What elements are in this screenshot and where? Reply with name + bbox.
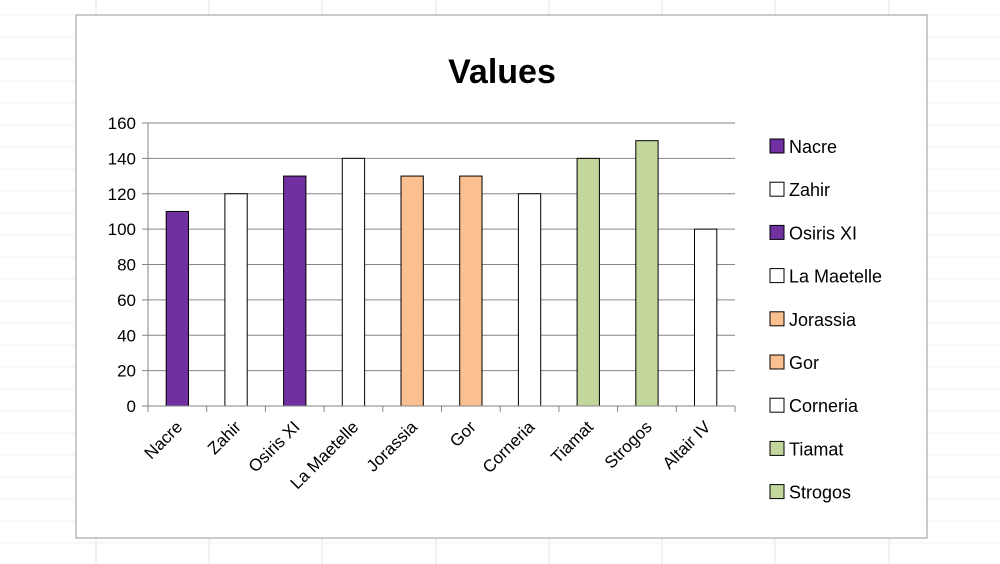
legend-label: Gor <box>789 353 819 373</box>
bar-series <box>165 140 718 407</box>
bar-tiamat <box>576 157 600 407</box>
legend-label: Osiris XI <box>789 223 857 243</box>
chart-title: Values <box>448 53 556 91</box>
bar-nacre <box>165 210 190 407</box>
legend-label: Nacre <box>789 137 837 157</box>
bar-jorassia <box>400 175 424 407</box>
legend-swatch <box>769 224 785 240</box>
legend-swatch <box>769 354 785 370</box>
y-tick-label: 100 <box>108 220 136 239</box>
y-axis: 0 20 40 60 80 100 120 140 160 <box>108 114 149 416</box>
legend-label: La Maetelle <box>789 267 882 287</box>
y-tick-label: 140 <box>108 149 136 168</box>
legend-swatch <box>769 311 785 327</box>
bar-osiris-xi <box>283 175 307 407</box>
legend-label: Corneria <box>789 396 859 416</box>
y-tick-label: 120 <box>108 185 136 204</box>
legend-label: Zahir <box>789 180 830 200</box>
bar-corneria <box>517 193 542 407</box>
y-tick-label: 80 <box>117 256 136 275</box>
bar-altair-iv <box>693 228 718 407</box>
legend-swatch <box>769 268 785 284</box>
legend-swatch <box>769 484 785 500</box>
bar-strogos <box>635 140 659 407</box>
y-tick-label: 0 <box>127 397 136 416</box>
bar-gor <box>459 175 483 407</box>
legend-label: Jorassia <box>789 310 857 330</box>
bar-zahir <box>224 193 248 407</box>
legend-swatch <box>769 181 785 197</box>
legend-swatch <box>769 397 785 413</box>
legend-label: Strogos <box>789 483 851 503</box>
y-tick-label: 60 <box>117 291 136 310</box>
y-tick-label: 40 <box>117 326 136 345</box>
legend-label: Tiamat <box>789 439 843 459</box>
legend: Nacre Zahir Osiris XI La Maetelle Jorassia Go… <box>769 137 882 503</box>
legend-swatch <box>769 138 785 154</box>
bar-la-maetelle <box>341 157 366 407</box>
y-tick-label: 160 <box>108 114 136 133</box>
chart-area-frame <box>75 14 928 539</box>
legend-swatch <box>769 440 785 456</box>
y-tick-label: 20 <box>117 362 136 381</box>
